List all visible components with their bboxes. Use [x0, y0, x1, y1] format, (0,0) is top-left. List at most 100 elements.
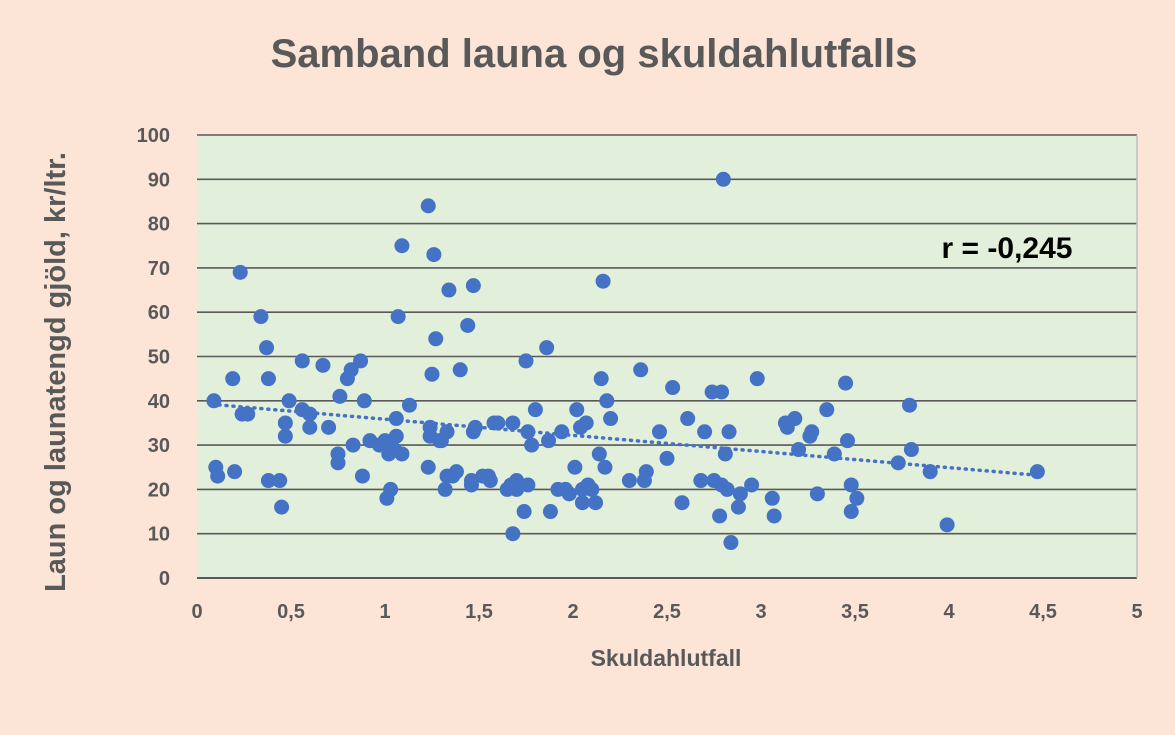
data-point — [356, 393, 372, 409]
x-tick-label: 5 — [1131, 601, 1142, 623]
data-point — [838, 375, 854, 391]
data-point — [463, 477, 479, 493]
data-point — [302, 406, 318, 422]
y-tick-label: 10 — [148, 524, 170, 546]
y-tick-label: 0 — [159, 568, 170, 590]
data-point — [388, 411, 404, 427]
data-point — [593, 371, 609, 387]
data-point — [717, 446, 733, 462]
data-point — [939, 517, 955, 533]
data-point — [467, 419, 483, 435]
data-point — [732, 486, 748, 502]
data-point — [902, 397, 918, 413]
data-point — [787, 411, 803, 427]
trendline — [210, 402, 1040, 477]
data-point — [723, 535, 739, 551]
data-point — [542, 504, 558, 520]
data-point — [584, 481, 600, 497]
data-point — [394, 446, 410, 462]
data-point — [490, 415, 506, 431]
data-point — [426, 247, 442, 263]
data-point — [206, 393, 222, 409]
data-point — [259, 340, 275, 356]
data-point — [482, 473, 498, 489]
data-point — [591, 446, 607, 462]
data-point — [541, 433, 557, 449]
data-point — [554, 424, 570, 440]
data-point — [240, 406, 256, 422]
data-point — [260, 473, 276, 489]
x-tick-label: 0,5 — [277, 601, 305, 623]
data-point — [567, 459, 583, 475]
x-tick-label: 4,5 — [1029, 601, 1057, 623]
y-tick-label: 100 — [137, 125, 170, 147]
data-point — [730, 499, 746, 515]
data-point — [428, 331, 444, 347]
data-point — [749, 371, 765, 387]
data-point — [588, 495, 604, 511]
data-point — [321, 419, 337, 435]
y-tick-label: 30 — [148, 435, 170, 457]
data-point — [595, 273, 611, 289]
data-point — [420, 198, 436, 214]
data-point — [693, 473, 709, 489]
y-tick-label: 70 — [148, 258, 170, 280]
data-point — [922, 464, 938, 480]
data-point — [633, 362, 649, 378]
x-tick-label: 0 — [191, 601, 202, 623]
data-point — [843, 477, 859, 493]
data-point — [210, 468, 226, 484]
data-point — [665, 380, 681, 396]
x-tick-label: 4 — [943, 601, 955, 623]
correlation-annotation: r = -0,245 — [942, 232, 1073, 265]
data-points — [206, 171, 1045, 551]
data-point — [744, 477, 760, 493]
y-axis-label: Laun og launatengd gjöld, kr/ltr. — [40, 152, 72, 592]
data-point — [638, 464, 654, 480]
data-point — [659, 450, 675, 466]
data-point — [527, 402, 543, 418]
data-point — [343, 362, 359, 378]
data-point — [520, 424, 536, 440]
data-point — [232, 264, 248, 280]
x-tick-label: 3 — [755, 601, 766, 623]
data-point — [401, 397, 417, 413]
data-point — [330, 455, 346, 471]
data-point — [603, 411, 619, 427]
data-point — [460, 317, 476, 333]
data-point — [843, 504, 859, 520]
data-point — [452, 362, 468, 378]
data-point — [597, 459, 613, 475]
y-axis-ticks: 0 10 20 30 40 50 60 70 80 90 100 — [137, 125, 170, 590]
data-point — [719, 481, 735, 497]
data-point — [439, 424, 455, 440]
data-point — [714, 384, 730, 400]
data-point — [281, 393, 297, 409]
data-point — [294, 353, 310, 369]
data-point — [383, 481, 399, 497]
data-point — [520, 477, 536, 493]
data-point — [715, 171, 731, 187]
data-point — [315, 357, 331, 373]
data-point — [574, 495, 590, 511]
data-point — [437, 481, 453, 497]
trendline-layer — [210, 402, 1040, 477]
data-point — [599, 393, 615, 409]
data-point — [390, 309, 406, 325]
data-point — [809, 486, 825, 502]
data-point — [260, 371, 276, 387]
data-point — [578, 415, 594, 431]
data-point — [420, 459, 436, 475]
data-point — [764, 490, 780, 506]
y-tick-label: 20 — [148, 479, 170, 501]
data-point — [849, 490, 865, 506]
data-point — [804, 424, 820, 440]
y-tick-label: 90 — [148, 169, 170, 191]
x-tick-label: 2,5 — [653, 601, 681, 623]
y-tick-label: 40 — [148, 391, 170, 413]
data-point — [505, 415, 521, 431]
data-point — [524, 437, 540, 453]
y-tick-label: 80 — [148, 214, 170, 236]
chart-title: Samband launa og skuldahlutfalls — [271, 32, 918, 76]
